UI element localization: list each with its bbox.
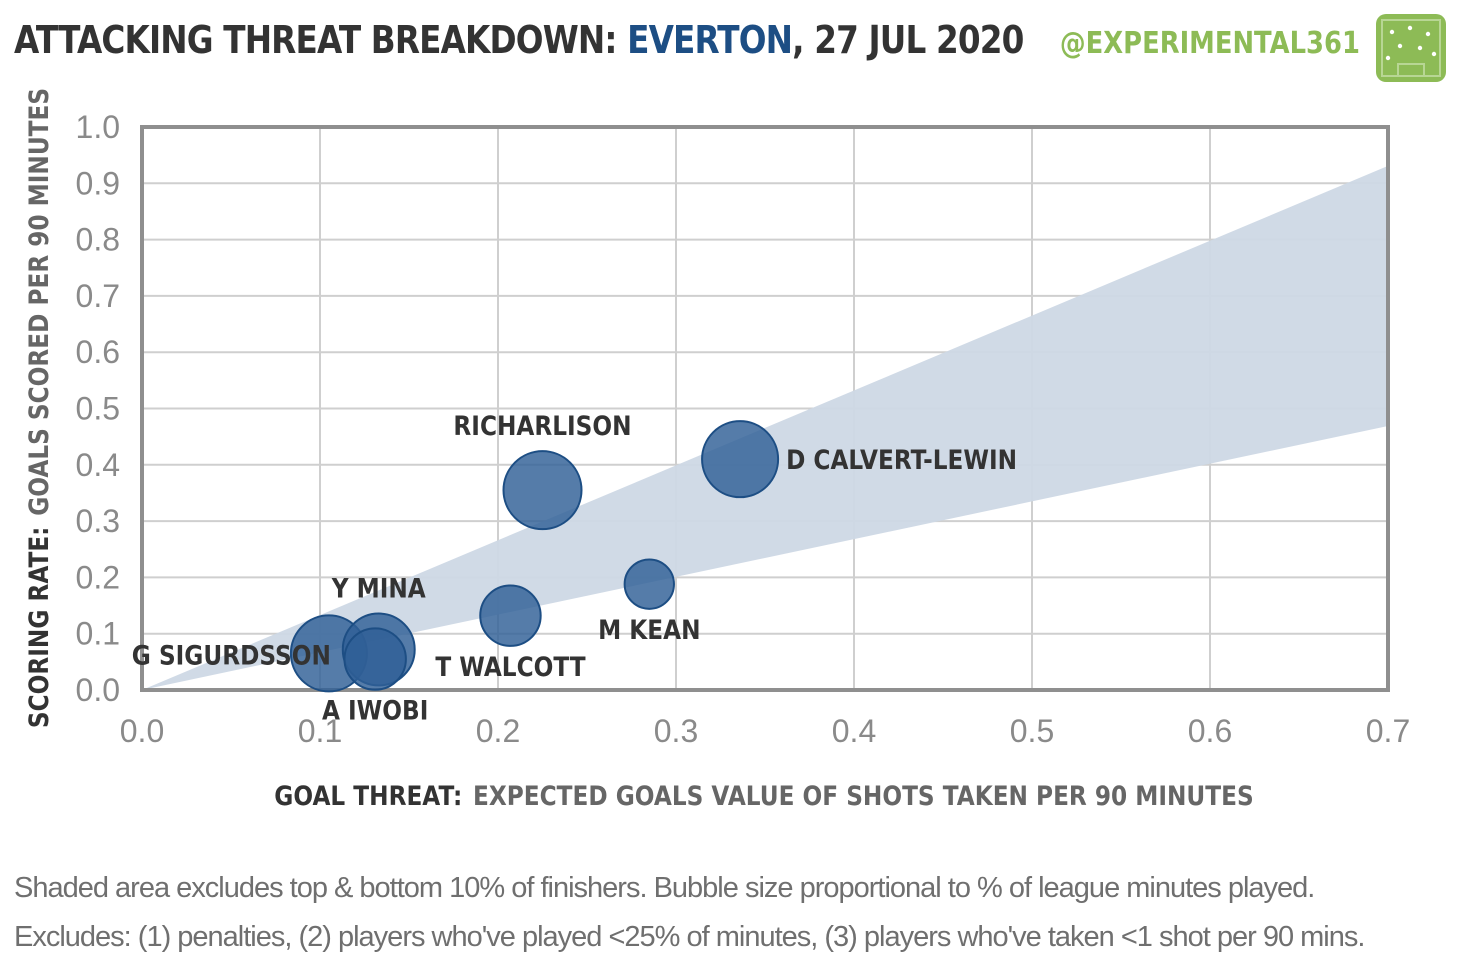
x-tick-label: 0.5	[1010, 713, 1054, 749]
y-tick-label: 0.4	[76, 447, 120, 483]
bubble-d-calvert-lewin	[701, 420, 780, 499]
pitch-icon	[1376, 14, 1446, 82]
scatter-chart: 0.0 0.1 0.2 0.3 0.4 0.5 0.6 0.7 0.0 0.1 0.2 0.3 0.4…	[23, 88, 1410, 812]
title-suffix: , 27 JUL 2020	[792, 18, 1024, 62]
y-tick-label: 0.2	[76, 559, 120, 595]
bubble-t-walcott	[479, 584, 542, 647]
y-tick-label: 0.6	[76, 334, 120, 370]
brand-handle: @EXPERIMENTAL361	[1059, 26, 1360, 61]
y-tick-label: 0.0	[76, 672, 120, 708]
bubble-richarlison	[502, 450, 583, 531]
label-t-walcott: T WALCOTT	[435, 651, 586, 682]
footnote-line-2: Excludes: (1) penalties, (2) players who…	[14, 921, 1365, 953]
plot-frame	[140, 125, 1390, 692]
chart-title: ATTACKING THREAT BREAKDOWN: EVERTON, 27 …	[14, 18, 1024, 62]
y-tick-label: 0.5	[76, 391, 120, 427]
x-axis-label-bold: GOAL THREAT:	[274, 780, 462, 811]
y-tick-label: 0.7	[76, 278, 120, 314]
footnote-line-1: Shaded area excludes top & bottom 10% of…	[14, 872, 1315, 904]
x-axis-label-text: EXPECTED GOALS VALUE OF SHOTS TAKEN PER …	[473, 780, 1254, 811]
y-tick-label: 0.9	[76, 165, 120, 201]
y-tick-label: 0.1	[76, 616, 120, 652]
footnotes: Shaded area excludes top & bottom 10% of…	[14, 864, 1365, 962]
y-axis-label: SCORING RATE: GOALS SCORED PER 90 MINUTE…	[23, 88, 54, 728]
y-tick-labels: 0.0 0.1 0.2 0.3 0.4 0.5 0.6 0.7 0.8 0.9 1.0	[76, 109, 120, 708]
x-tick-label: 0.7	[1366, 713, 1410, 749]
x-tick-labels: 0.0 0.1 0.2 0.3 0.4 0.5 0.6 0.7	[120, 713, 1410, 749]
x-tick-label: 0.4	[832, 713, 876, 749]
label-g-sigurdsson: G SIGURDSSON	[132, 640, 331, 671]
y-tick-label: 0.3	[76, 503, 120, 539]
bubble-m-kean	[623, 558, 675, 610]
x-tick-label: 0.3	[654, 713, 698, 749]
label-a-iwobi: A IWOBI	[322, 695, 428, 726]
title-prefix: ATTACKING THREAT BREAKDOWN:	[14, 18, 617, 62]
label-richarlison: RICHARLISON	[453, 410, 631, 441]
x-axis-label: GOAL THREAT: EXPECTED GOALS VALUE OF SHO…	[274, 780, 1253, 811]
label-d-calvert-lewin: D CALVERT-LEWIN	[786, 445, 1017, 476]
bubble-a-iwobi	[343, 627, 407, 691]
title-team: EVERTON	[627, 18, 793, 62]
bubbles	[289, 420, 780, 693]
x-tick-label: 0.0	[120, 713, 164, 749]
label-y-mina: Y MINA	[331, 573, 426, 604]
x-tick-label: 0.6	[1188, 713, 1232, 749]
y-axis-label-text: GOALS SCORED PER 90 MINUTES	[23, 88, 54, 516]
label-m-kean: M KEAN	[598, 614, 700, 645]
y-tick-label: 0.8	[76, 222, 120, 258]
x-tick-label: 0.1	[298, 713, 342, 749]
finishing-band	[142, 165, 1388, 691]
y-tick-label: 1.0	[76, 109, 120, 145]
player-labels: D CALVERT-LEWIN RICHARLISON M KEAN T WALCOT…	[132, 410, 1017, 726]
x-tick-label: 0.2	[476, 713, 520, 749]
y-axis-label-bold: SCORING RATE:	[23, 527, 54, 729]
